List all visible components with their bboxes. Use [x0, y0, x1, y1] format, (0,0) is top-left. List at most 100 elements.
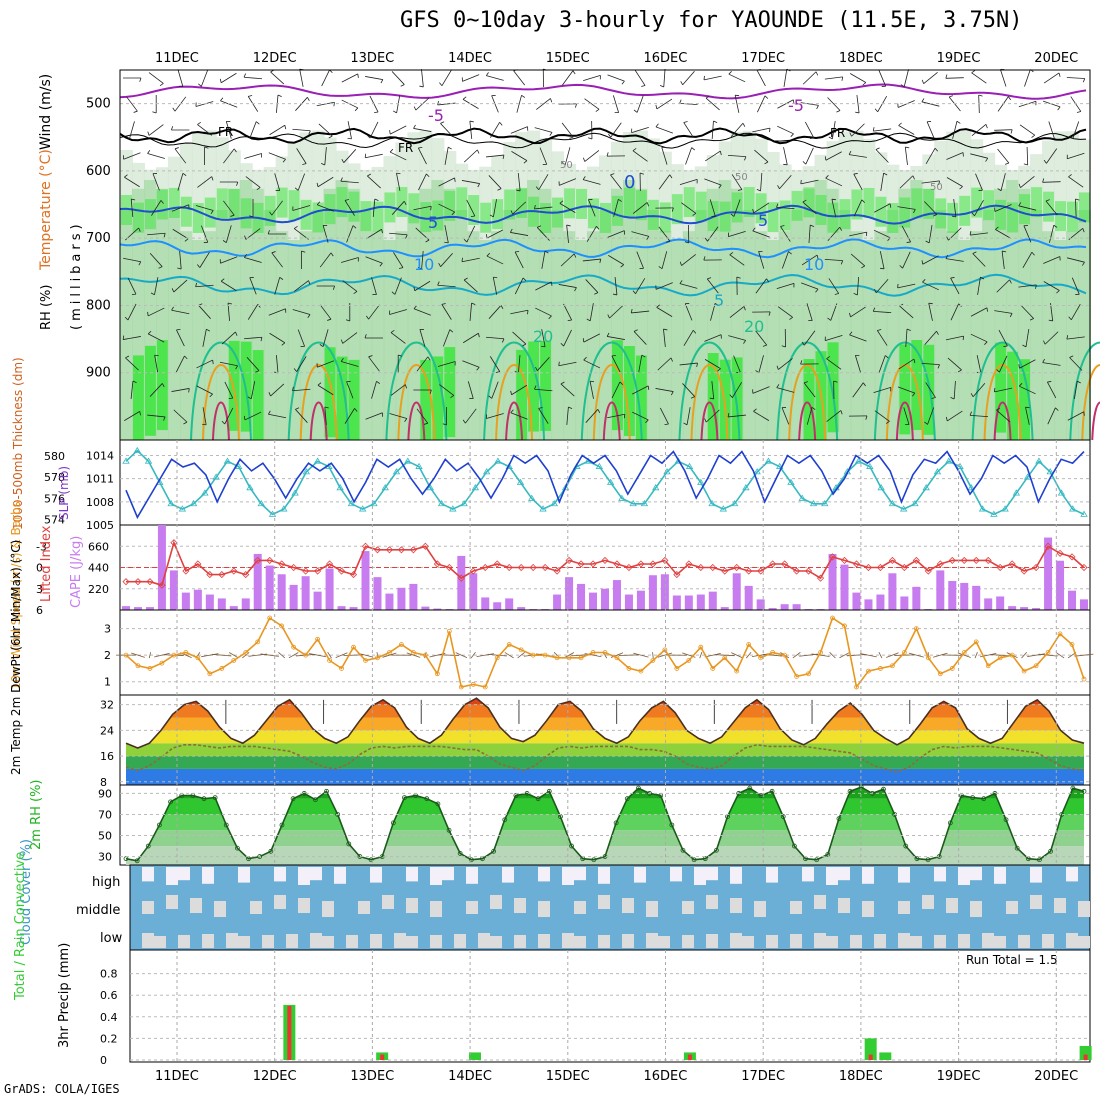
- wind-barb: [849, 154, 867, 158]
- wind-barb-flag: [454, 177, 456, 182]
- wind-barb-flag: [131, 198, 136, 201]
- wind-barb: [878, 355, 886, 373]
- rh2m-line-point: [636, 785, 641, 791]
- cape-bar: [577, 583, 586, 610]
- wind-barb: [514, 251, 524, 269]
- thickness-line-point: [708, 499, 716, 507]
- wind-barb-flag: [477, 149, 480, 154]
- wind-barb: [130, 198, 134, 218]
- wind-barb: [874, 410, 890, 422]
- thickness-line-point: [652, 484, 660, 491]
- cloud-low-gap: [994, 936, 1006, 948]
- wind-barb: [705, 97, 720, 111]
- wind-barb: [583, 333, 601, 343]
- wind-barb-flag: [398, 267, 404, 269]
- twenty-label-2: 20: [744, 317, 764, 336]
- rh2m-line-point: [1070, 785, 1076, 791]
- wind10m-barb: [1021, 651, 1028, 659]
- wind-barb: [441, 304, 452, 320]
- wind-barb-flag: [646, 236, 650, 240]
- wind-barb-flag: [534, 385, 537, 390]
- wind-barb: [876, 330, 888, 346]
- wind-barb: [149, 383, 163, 397]
- wind-barb-flag: [853, 293, 858, 296]
- cape-bar: [1008, 606, 1017, 610]
- wind-barb-flag: [618, 198, 622, 202]
- wind-barb-flag: [367, 173, 372, 177]
- wind-barb: [972, 382, 986, 398]
- cloud-low-gap: [226, 933, 238, 948]
- wind-barb-flag: [574, 103, 577, 108]
- rh-cell-mid: [371, 231, 385, 440]
- wind10m-line-point: [626, 666, 632, 671]
- cape-bar: [505, 598, 514, 610]
- wind-barb: [175, 355, 185, 373]
- five-label-2: 5: [758, 211, 768, 230]
- top-date-label: 18DEC: [839, 51, 883, 66]
- wind-barb-flag: [249, 215, 254, 218]
- wind-barb: [244, 411, 262, 421]
- wind-barb: [149, 253, 163, 267]
- wind-barb-flag: [541, 345, 546, 348]
- top-date-axis: 11DEC 12DEC 13DEC 14DEC 15DEC 16DEC 17DEC 18DEC…: [155, 51, 1078, 66]
- rh2m-line-point: [881, 786, 886, 792]
- wind-barb-flag: [606, 152, 609, 157]
- lifted-index-line-point: [158, 581, 166, 589]
- wind-barb: [322, 329, 329, 347]
- cape-bar: [145, 607, 154, 610]
- wind-barb-flag: [1075, 198, 1080, 201]
- wind-barb: [444, 225, 449, 243]
- rh-cell-bright: [360, 201, 372, 232]
- rh-cell-bright: [504, 189, 516, 220]
- thickness-line-point: [268, 510, 277, 517]
- rh2m-line-point: [390, 820, 396, 826]
- wind-barb: [607, 230, 625, 238]
- wind10m-barb: [894, 654, 915, 656]
- wind-barb: [413, 128, 432, 132]
- wind-barb-flag: [133, 110, 138, 113]
- temp2m-tick-label: 24: [100, 724, 114, 737]
- wind-barb-flag: [913, 209, 916, 214]
- isotherm-minus5: [119, 83, 1087, 100]
- wind-barb-flag: [1083, 411, 1085, 416]
- wind10m-barb: [974, 652, 978, 659]
- wind-barb-flag: [279, 277, 284, 280]
- rh2m-line-point: [134, 858, 140, 864]
- precip-convective-bar: [1083, 1054, 1088, 1060]
- wind-barb: [583, 74, 601, 82]
- wind-barb-flag: [560, 381, 565, 385]
- rh-cell-mid: [958, 240, 972, 440]
- lifted-index-line-point: [661, 556, 669, 564]
- wind-barb-flag: [235, 365, 238, 370]
- wind-barb-flag: [596, 226, 600, 230]
- wind-barb: [995, 229, 1012, 239]
- wind-barb: [1047, 407, 1056, 425]
- wind-barb-flag: [124, 316, 129, 321]
- wind-barb: [270, 383, 285, 397]
- wind-barb: [513, 70, 526, 86]
- thickness-line: [125, 449, 1085, 516]
- wind-barb-flag: [447, 146, 452, 150]
- wind-barb: [898, 358, 915, 370]
- wind10m-barb: [878, 652, 883, 659]
- rh-cell-mid: [982, 210, 996, 440]
- wind-barb-flag: [154, 354, 159, 357]
- wind-barb-flag: [1068, 316, 1072, 321]
- wind-barb-flag: [950, 277, 955, 279]
- rh-cell-bright: [983, 190, 995, 221]
- precip-series: [283, 1004, 1092, 1060]
- wind-barb: [946, 177, 963, 187]
- rh2m-line-point: [947, 820, 953, 826]
- wind-barb: [195, 205, 214, 211]
- wind10m-line-point: [530, 652, 536, 658]
- wind-barb-flag: [247, 396, 252, 400]
- wind-barb: [921, 180, 940, 184]
- cloud-low-gap: [898, 933, 910, 948]
- wind-barb: [346, 225, 354, 243]
- wind-barb: [560, 383, 575, 397]
- wind-barb: [342, 332, 358, 344]
- wind-barb-flag: [789, 316, 793, 320]
- wind-barb-flag: [389, 130, 391, 135]
- wind-barb: [179, 250, 182, 270]
